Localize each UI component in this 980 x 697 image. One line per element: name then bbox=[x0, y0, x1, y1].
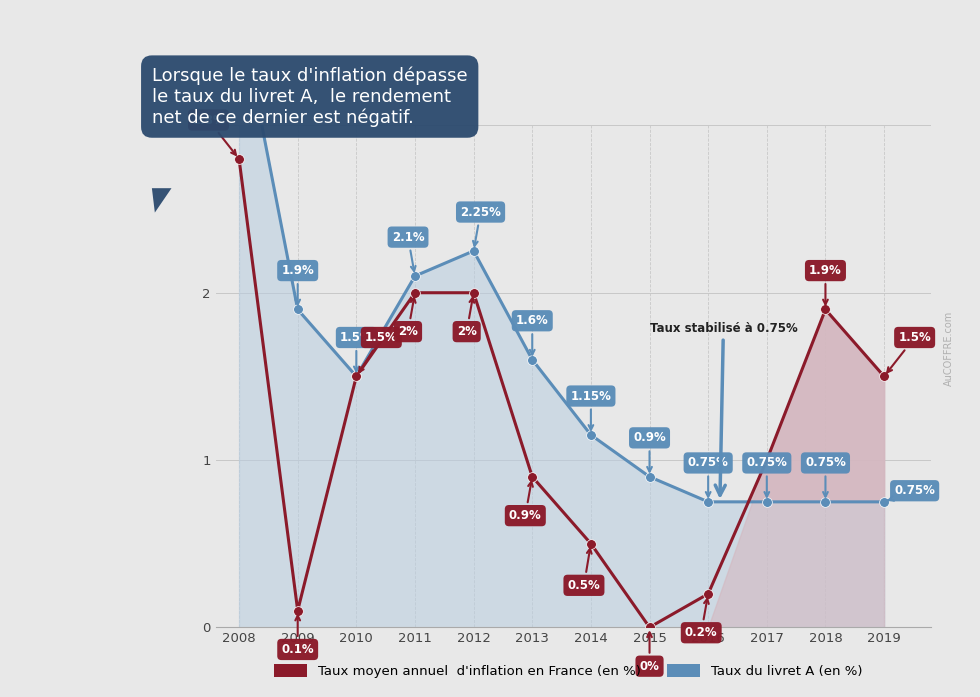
Text: Lorsque le taux d'inflation dépasse
le taux du livret A,  le rendement
net de ce: Lorsque le taux d'inflation dépasse le t… bbox=[152, 66, 467, 127]
Legend: Taux moyen annuel  d'inflation en France (en %), Taux du livret A (en %): Taux moyen annuel d'inflation en France … bbox=[270, 659, 867, 684]
Text: 2%: 2% bbox=[457, 298, 476, 338]
Text: 0.9%: 0.9% bbox=[509, 482, 542, 522]
Text: 0%: 0% bbox=[640, 632, 660, 673]
Text: 3.7%: 3.7% bbox=[0, 696, 1, 697]
Text: 0.9%: 0.9% bbox=[633, 431, 665, 472]
Text: 1.6%: 1.6% bbox=[515, 314, 549, 355]
Text: 1.9%: 1.9% bbox=[809, 264, 842, 305]
Text: 1.15%: 1.15% bbox=[570, 390, 612, 430]
Text: 2.8%: 2.8% bbox=[192, 114, 236, 155]
Text: 0.5%: 0.5% bbox=[567, 549, 601, 592]
Text: 2.25%: 2.25% bbox=[461, 206, 501, 246]
Text: Taux stabilisé à 0.75%: Taux stabilisé à 0.75% bbox=[650, 321, 798, 495]
Text: 1.5%: 1.5% bbox=[359, 331, 398, 372]
Text: 0.2%: 0.2% bbox=[685, 599, 717, 639]
Text: 1.5%: 1.5% bbox=[340, 331, 372, 372]
Text: 0.75%: 0.75% bbox=[688, 457, 728, 497]
Polygon shape bbox=[152, 188, 172, 213]
Text: AuCOFFRE.com: AuCOFFRE.com bbox=[944, 311, 954, 386]
Text: 0.1%: 0.1% bbox=[281, 615, 314, 656]
Text: 0.75%: 0.75% bbox=[805, 457, 846, 497]
Text: 1.9%: 1.9% bbox=[281, 264, 314, 305]
Text: 1.5%: 1.5% bbox=[887, 331, 931, 372]
Text: 2%: 2% bbox=[398, 298, 417, 338]
Text: 0.75%: 0.75% bbox=[747, 457, 787, 497]
Text: 2.1%: 2.1% bbox=[392, 231, 424, 271]
Text: 0.75%: 0.75% bbox=[888, 484, 935, 500]
